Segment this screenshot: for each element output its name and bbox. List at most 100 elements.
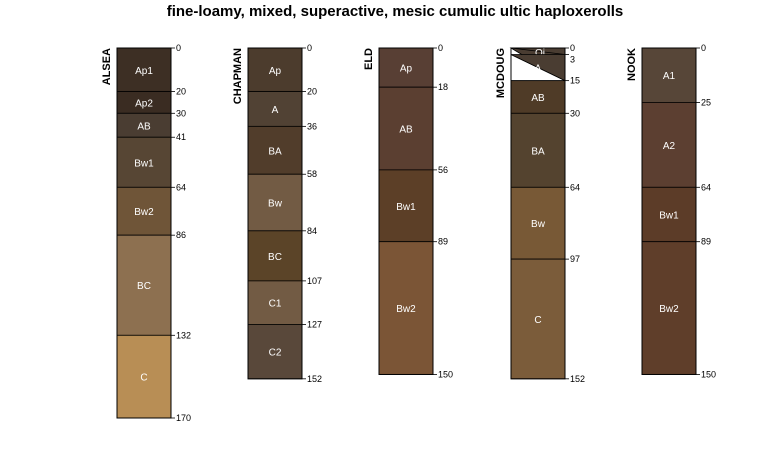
profile-eld-horizon-bw2-rect (378, 241, 434, 375)
profile-eld-horizon-ab: AB (378, 86, 434, 171)
profile-chapman-depth-label-0: 0 (307, 43, 312, 53)
profile-alsea-horizon-bw2: Bw2 (116, 186, 172, 236)
profile-mcdoug-depth-label-30: 30 (570, 108, 580, 118)
profile-chapman-horizon-c2: C2 (247, 324, 303, 380)
profile-alsea-border (116, 47, 172, 419)
profile-nook-horizon-bw1: Bw1 (641, 186, 697, 243)
profile-chapman-horizon-bw-label: Bw (268, 199, 283, 210)
profile-chapman-depth-label-127: 127 (307, 319, 322, 329)
profile-mcdoug-horizon-bw-label: Bw (531, 219, 546, 230)
profile-chapman-horizon-bw-rect (247, 173, 303, 232)
profile-chapman-horizon-ba-rect (247, 125, 303, 175)
profile-mcdoug-name: MCDOUG (495, 48, 507, 98)
chart-title: fine-loamy, mixed, superactive, mesic cu… (167, 3, 624, 20)
profile-nook-depth-label-64: 64 (701, 182, 711, 192)
profile-alsea-depth-label-30: 30 (176, 108, 186, 118)
profile-nook-horizon-a2: A2 (641, 102, 697, 188)
profile-nook-name: NOOK (626, 48, 638, 81)
profile-chapman-horizon-c1-label: C1 (269, 299, 282, 310)
profile-nook-horizon-bw1-label: Bw1 (659, 211, 679, 222)
profile-mcdoug-depth-label-15: 15 (570, 76, 580, 86)
profile-eld-horizon-ab-rect (378, 86, 434, 171)
profile-eld-border (378, 47, 434, 375)
profile-eld-horizon-ap-label: Ap (400, 64, 413, 75)
profile-alsea-horizon-ap1: Ap1 (116, 47, 172, 92)
profile-alsea-depth-label-64: 64 (176, 182, 186, 192)
profile-mcdoug: Oi A AB BA Bw C 0 3 15 30 64 97 152 MCDOUG (495, 43, 585, 384)
profile-mcdoug-horizon-ba-label: BA (531, 146, 545, 157)
profile-mcdoug-horizon-ba: BA (510, 112, 566, 188)
profile-nook-horizon-a2-label: A2 (663, 141, 676, 152)
profile-chapman-depth-label-107: 107 (307, 276, 322, 286)
profile-chapman-horizon-ap-label: Ap (269, 66, 282, 77)
profile-alsea-depth-label-170: 170 (176, 413, 191, 423)
profile-alsea-horizon-bc: BC (116, 234, 172, 336)
profile-alsea-horizon-bc-rect (116, 234, 172, 336)
profile-alsea-horizon-ap2: Ap2 (116, 91, 172, 114)
profile-mcdoug-horizon-ab-label: AB (531, 93, 545, 104)
profile-eld-horizon-bw1-rect (378, 169, 434, 243)
profile-nook: A1 A2 Bw1 Bw2 0 25 64 89 150 NOOK (626, 43, 716, 379)
profile-mcdoug-horizon-ab: AB (510, 80, 566, 114)
profile-mcdoug-horizon-c-rect (510, 258, 566, 380)
profile-nook-horizon-bw2: Bw2 (641, 241, 697, 375)
profile-alsea-horizon-ap2-label: Ap2 (135, 98, 153, 109)
profile-eld-horizon-bw1-label: Bw1 (396, 202, 416, 213)
profile-alsea-horizon-ap1-rect (116, 47, 172, 92)
profile-mcdoug-horizon-ba-rect (510, 112, 566, 188)
profile-alsea-horizon-ap1-label: Ap1 (135, 66, 153, 77)
profile-chapman-horizon-c2-rect (247, 324, 303, 380)
profile-eld-depth-label-18: 18 (438, 82, 448, 92)
profile-eld-horizon-bw2: Bw2 (378, 241, 434, 375)
profile-eld-name: ELD (363, 48, 375, 70)
profile-mcdoug-depth-label-3: 3 (570, 55, 575, 65)
profile-mcdoug-horizon-a: A (510, 53, 566, 82)
profile-alsea-horizon-c: C (116, 334, 172, 419)
profile-mcdoug-horizon-ab-rect (510, 80, 566, 114)
profile-chapman-horizon-bw: Bw (247, 173, 303, 232)
profile-chapman-depth-label-58: 58 (307, 169, 317, 179)
profile-alsea-horizon-bw1-label: Bw1 (134, 158, 154, 169)
profile-chapman-depth-label-84: 84 (307, 226, 317, 236)
profile-mcdoug-depth-label-0: 0 (570, 43, 575, 53)
profile-mcdoug-horizon-bw-rect (510, 186, 566, 260)
profile-nook-depth-label-0: 0 (701, 43, 706, 53)
profile-chapman-horizon-bc-rect (247, 230, 303, 282)
profile-nook-horizon-bw1-rect (641, 186, 697, 243)
profile-chapman-horizon-c1-rect (247, 280, 303, 325)
profile-chapman-horizon-ap: Ap (247, 47, 303, 92)
profile-chapman-horizon-a-label: A (272, 105, 279, 116)
profile-chapman-depth-label-36: 36 (307, 121, 317, 131)
profile-eld-depth-label-0: 0 (438, 43, 443, 53)
profile-eld-horizon-bw2-label: Bw2 (396, 304, 416, 315)
profile-chapman-horizon-ba-label: BA (268, 146, 282, 157)
profile-chapman-horizon-c1: C1 (247, 280, 303, 325)
profile-alsea-horizon-c-rect (116, 334, 172, 419)
profile-mcdoug-horizon-c-label: C (534, 315, 541, 326)
profile-mcdoug-depth-label-152: 152 (570, 374, 585, 384)
profile-alsea-horizon-ab-label: AB (137, 121, 151, 132)
profile-mcdoug-border (510, 47, 566, 380)
profile-mcdoug-depth-label-97: 97 (570, 254, 580, 264)
profile-alsea-horizon-bw2-label: Bw2 (134, 207, 154, 218)
profile-chapman-horizon-a: A (247, 91, 303, 127)
profile-nook-border (641, 47, 697, 375)
profile-chapman-depth-label-20: 20 (307, 87, 317, 97)
profile-eld-depth-label-56: 56 (438, 165, 448, 175)
profile-alsea-depth-label-20: 20 (176, 87, 186, 97)
profile-chapman-name: CHAPMAN (232, 48, 244, 104)
profile-eld-horizon-ap: Ap (378, 47, 434, 88)
profile-chapman-depth-label-152: 152 (307, 374, 322, 384)
profile-alsea-depth-label-0: 0 (176, 43, 181, 53)
profile-eld-horizon-ab-label: AB (399, 125, 413, 136)
profile-alsea-horizon-bw1: Bw1 (116, 136, 172, 188)
profile-nook-horizon-a1: A1 (641, 47, 697, 103)
profile-chapman-horizon-ba: BA (247, 125, 303, 175)
profile-alsea-depth-label-132: 132 (176, 330, 191, 340)
profile-eld-horizon-bw1: Bw1 (378, 169, 434, 243)
profile-alsea-horizon-ab: AB (116, 112, 172, 138)
profile-nook-horizon-bw2-rect (641, 241, 697, 375)
profile-nook-horizon-a1-label: A1 (663, 71, 676, 82)
